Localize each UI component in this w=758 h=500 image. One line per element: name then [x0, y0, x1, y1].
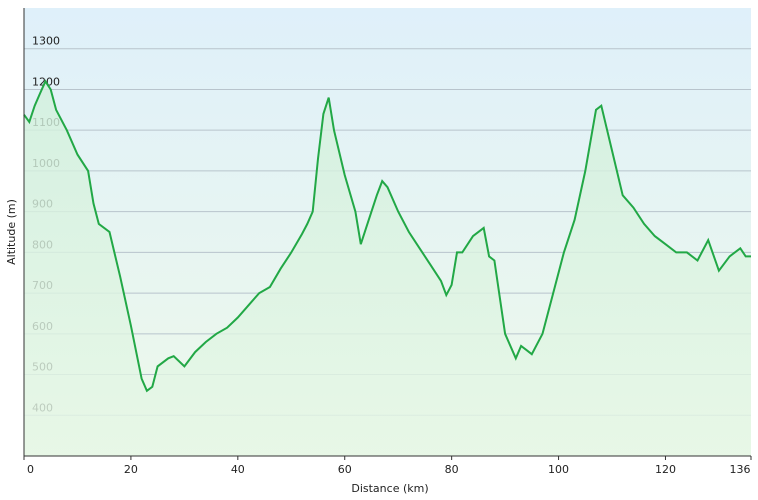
x-tick-label: 120	[655, 463, 676, 476]
line	[23, 79, 751, 393]
x-tick-label: 60	[338, 463, 352, 476]
x-axis-label: Distance (km)	[351, 482, 428, 495]
x-tick-label: 136	[730, 463, 751, 476]
x-tick-label: 40	[231, 463, 245, 476]
area-fill	[24, 81, 751, 457]
x-tick-label: 80	[445, 463, 459, 476]
x-tick-label: 100	[548, 463, 569, 476]
x-tick-label: 0	[27, 463, 34, 476]
y-tick-label: 1300	[32, 35, 60, 48]
y-axis-label: Altitude (m)	[5, 199, 18, 265]
x-tick-label: 20	[124, 463, 138, 476]
